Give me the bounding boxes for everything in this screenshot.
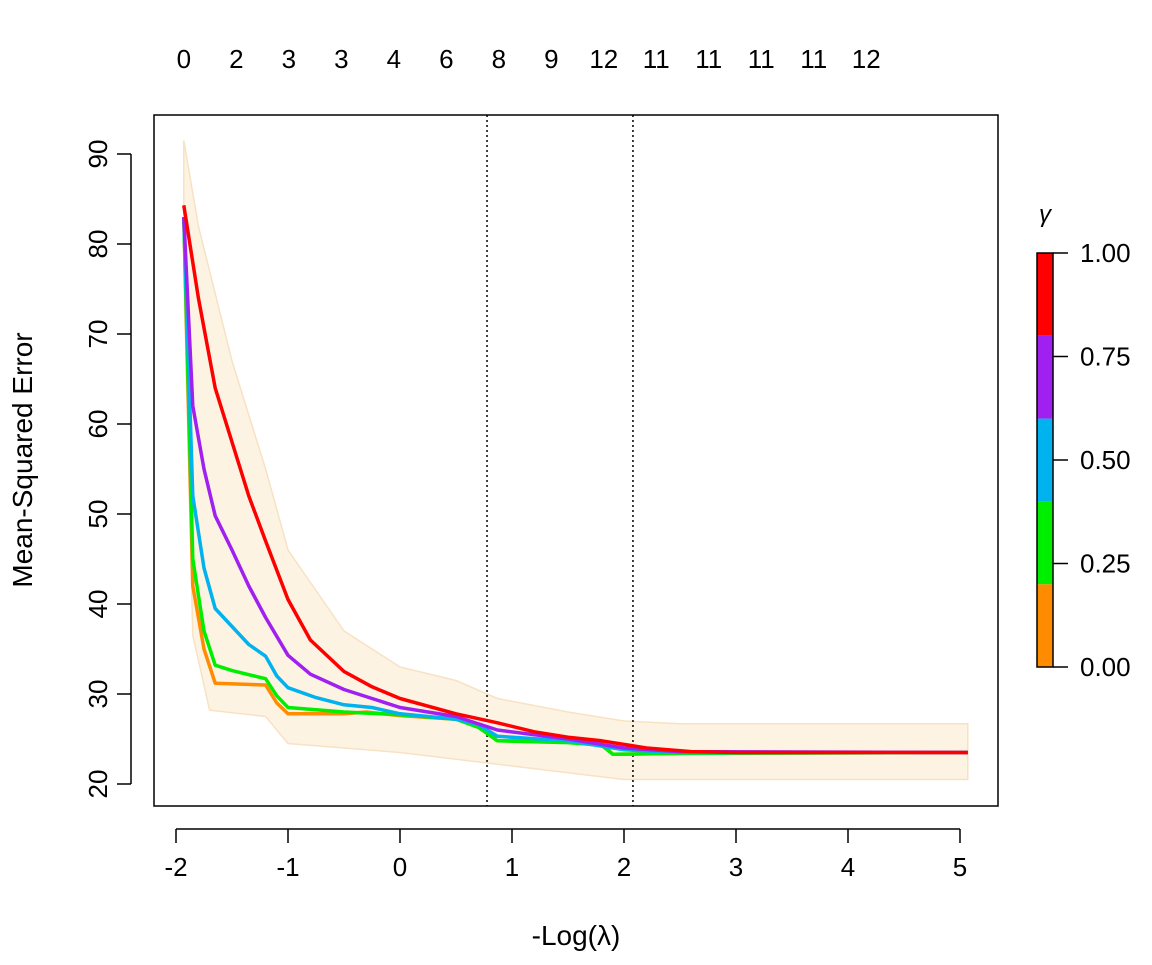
y-tick-label: 90 xyxy=(83,140,113,169)
x-tick-label: 4 xyxy=(841,852,855,882)
series-line-0.50 xyxy=(182,216,968,755)
top-axis-label: 8 xyxy=(492,44,506,74)
plot-frame xyxy=(153,114,999,807)
top-axis-label: 3 xyxy=(334,44,348,74)
top-axis-label: 4 xyxy=(387,44,401,74)
top-axis-label: 6 xyxy=(439,44,453,74)
y-axis-label: Mean-Squared Error xyxy=(7,332,38,587)
y-tick-label: 20 xyxy=(83,770,113,799)
x-tick-label: 3 xyxy=(729,852,743,882)
x-tick-label: 2 xyxy=(617,852,631,882)
y-tick-label: 70 xyxy=(83,320,113,349)
colorbar-tick-label: 0.25 xyxy=(1080,549,1131,579)
x-tick-label: -1 xyxy=(276,852,299,882)
top-axis-label: 11 xyxy=(800,44,827,74)
colorbar-tick-label: 0.00 xyxy=(1080,652,1131,682)
colorbar-segment xyxy=(1037,501,1053,585)
x-tick-label: 0 xyxy=(393,852,407,882)
y-tick-label: 30 xyxy=(83,680,113,709)
confidence-band xyxy=(183,140,969,781)
colorbar-segment xyxy=(1037,418,1053,502)
error-band xyxy=(183,140,969,781)
reference-lines xyxy=(486,115,634,806)
top-axis-label: 12 xyxy=(852,44,881,74)
colorbar-title: γ xyxy=(1039,201,1053,228)
x-tick-label: 1 xyxy=(505,852,519,882)
series-line-0.75 xyxy=(182,216,968,755)
series-lines xyxy=(182,205,968,757)
x-axis: -2 -1 0 1 2 3 4 5 xyxy=(164,828,967,882)
top-axis-label: 3 xyxy=(282,44,296,74)
colorbar-segment xyxy=(1037,253,1053,336)
x-axis-label: -Log(λ) xyxy=(532,920,621,951)
top-axis-label: 12 xyxy=(589,44,618,74)
top-axis-label: 0 xyxy=(177,44,191,74)
x-tick-label: -2 xyxy=(164,852,187,882)
colorbar-tick-label: 1.00 xyxy=(1080,238,1131,268)
y-tick-label: 60 xyxy=(83,410,113,439)
y-axis: 20 30 40 50 60 70 80 90 xyxy=(83,140,132,799)
colorbar-tick-label: 0.75 xyxy=(1080,342,1131,372)
y-tick-label: 80 xyxy=(83,230,113,259)
colorbar-tick-label: 0.50 xyxy=(1080,445,1131,475)
y-tick-label: 40 xyxy=(83,590,113,619)
colorbar-segment xyxy=(1037,335,1053,419)
top-axis-label: 2 xyxy=(229,44,243,74)
top-axis-label: 11 xyxy=(695,44,722,74)
y-tick-label: 50 xyxy=(83,500,113,529)
top-axis-label: 9 xyxy=(544,44,558,74)
top-axis-label: 11 xyxy=(643,44,670,74)
colorbar-segment xyxy=(1037,584,1053,667)
colorbar: 0.00 0.25 0.50 0.75 1.00 xyxy=(1036,238,1131,682)
series-line-1.00 xyxy=(182,205,968,755)
top-axis-label: 11 xyxy=(748,44,775,74)
x-tick-label: 5 xyxy=(953,852,967,882)
top-axis-labels: 0 2 3 3 4 6 8 9 12 11 11 11 11 12 xyxy=(177,44,881,74)
